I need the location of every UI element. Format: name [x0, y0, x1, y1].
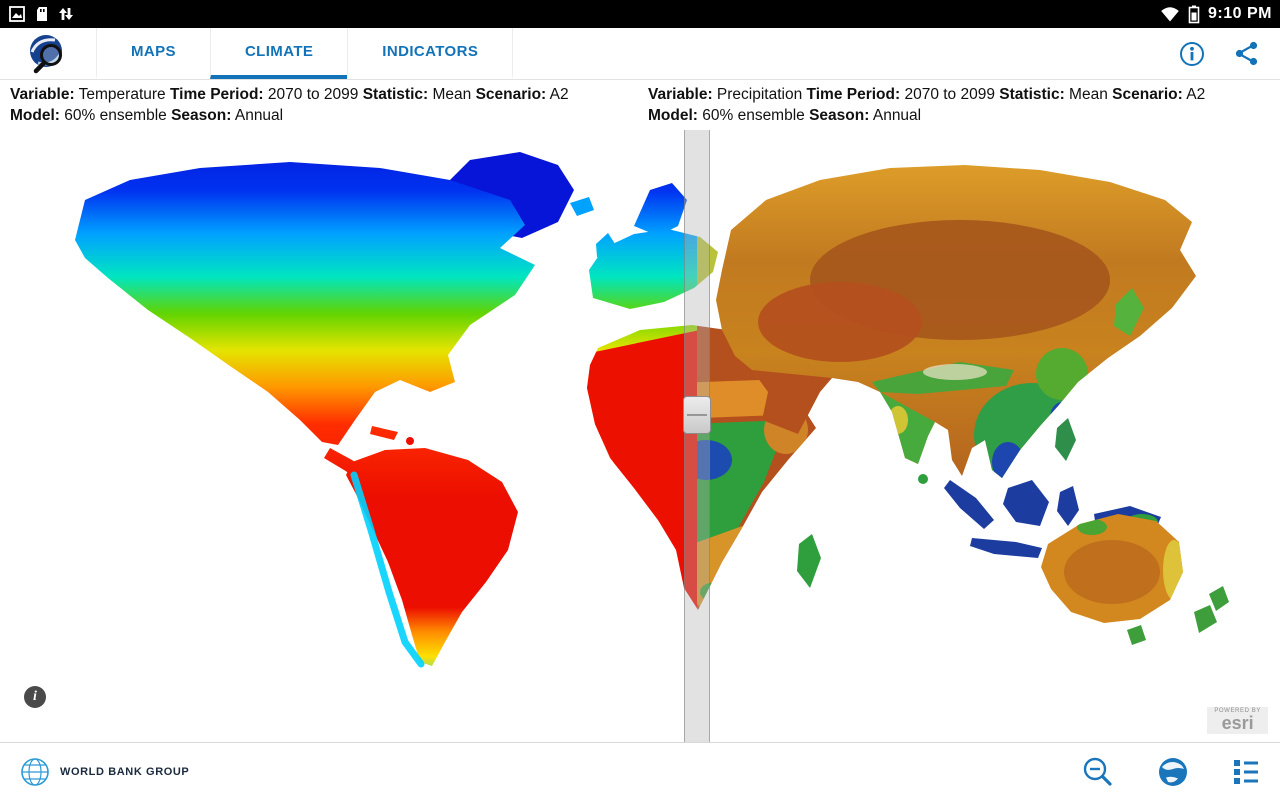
share-button[interactable] — [1233, 40, 1260, 67]
tab-climate[interactable]: CLIMATE — [209, 28, 348, 79]
layer-swipe-divider[interactable] — [683, 130, 711, 742]
esri-logo: esri — [1221, 713, 1254, 733]
screenshot-icon — [9, 6, 25, 22]
meta-value: Annual — [869, 107, 922, 124]
world-bank-group-label: WORLD BANK GROUP — [60, 765, 190, 778]
precipitation-map-layer — [697, 165, 1229, 645]
status-bar-clock: 9:10 PM — [1208, 5, 1272, 22]
meta-label: Variable: — [10, 86, 75, 103]
world-bank-logo: WORLD BANK GROUP — [18, 755, 189, 789]
meta-value: 60% ensemble — [697, 107, 810, 124]
zoom-out-button[interactable] — [1080, 754, 1116, 790]
sd-card-icon — [37, 7, 47, 21]
map-tool-buttons — [1080, 754, 1262, 790]
meta-value: Annual — [231, 107, 284, 124]
powered-by-label: POWERED BY — [1214, 708, 1261, 714]
meta-label: Season: — [171, 107, 232, 124]
meta-label: Scenario: — [1112, 86, 1183, 103]
meta-value: Mean — [428, 86, 476, 103]
meta-label: Model: — [10, 107, 60, 124]
info-button[interactable] — [1177, 39, 1207, 69]
meta-value: 60% ensemble — [59, 107, 172, 124]
meta-value: Mean — [1064, 86, 1113, 103]
meta-label: Model: — [648, 107, 698, 124]
bottom-bar: WORLD BANK GROUP — [0, 742, 1280, 800]
map-settings-row: Variable: Temperature Time Period: 2070 … — [0, 80, 1280, 130]
meta-value: Temperature — [74, 86, 170, 103]
legend-button[interactable] — [1230, 756, 1262, 788]
android-status-bar: 9:10 PM — [0, 0, 1280, 28]
right-map-settings: Variable: Precipitation Time Period: 207… — [638, 80, 1280, 130]
tab-maps[interactable]: MAPS — [96, 28, 210, 79]
globe-icon — [1159, 757, 1187, 786]
status-bar-system-icons: 9:10 PM — [1160, 5, 1272, 24]
map-info-button[interactable]: i — [24, 686, 46, 708]
info-icon — [1180, 41, 1204, 66]
meta-value: Precipitation — [712, 86, 807, 103]
meta-value: A2 — [1182, 86, 1206, 103]
map-area[interactable]: i POWERED BY esri — [0, 130, 1280, 742]
swipe-divider-handle[interactable] — [683, 396, 711, 434]
basemap-globe-button[interactable] — [1156, 755, 1190, 789]
climate-portal-logo-icon — [30, 34, 62, 73]
top-tabs: MAPS CLIMATE INDICATORS — [96, 28, 514, 79]
esri-attribution: POWERED BY esri — [1207, 707, 1268, 734]
app-logo[interactable] — [0, 28, 96, 79]
world-bank-globe-icon — [21, 757, 49, 786]
world-map-svg[interactable] — [0, 130, 1280, 742]
battery-icon — [1188, 5, 1200, 23]
zoom-out-icon — [1083, 757, 1112, 786]
meta-label: Scenario: — [475, 86, 547, 103]
meta-label: Variable: — [648, 86, 713, 103]
app-toolbar: MAPS CLIMATE INDICATORS — [0, 28, 1280, 80]
wifi-icon — [1161, 6, 1179, 21]
temperature-map-layer — [75, 152, 697, 668]
toolbar-actions — [1177, 28, 1280, 79]
meta-label: Time Period: — [169, 86, 264, 103]
meta-label: Season: — [809, 107, 870, 124]
tab-indicators[interactable]: INDICATORS — [347, 28, 514, 79]
meta-value: 2070 to 2099 — [263, 86, 363, 103]
meta-value: A2 — [546, 86, 569, 103]
left-map-settings: Variable: Temperature Time Period: 2070 … — [0, 80, 638, 130]
meta-label: Statistic: — [999, 86, 1065, 103]
meta-label: Time Period: — [806, 86, 901, 103]
meta-value: 2070 to 2099 — [900, 86, 1000, 103]
sync-arrows-icon — [59, 8, 73, 20]
status-bar-notification-icons — [8, 5, 74, 23]
legend-list-icon — [1234, 759, 1258, 784]
meta-label: Statistic: — [362, 86, 429, 103]
share-icon — [1235, 41, 1258, 66]
